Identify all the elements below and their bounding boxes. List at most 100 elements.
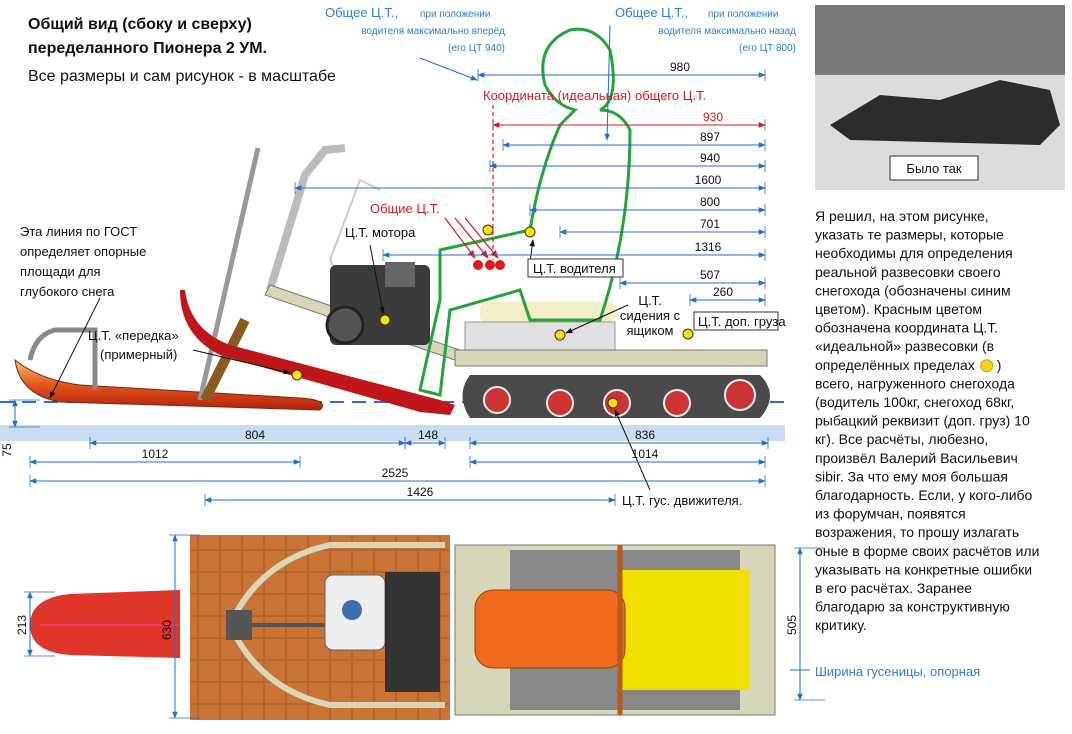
dimension-label: 148 — [418, 428, 438, 442]
description-line: критику. — [815, 617, 867, 633]
total-cg-label: Общие Ц.Т. — [370, 201, 440, 216]
handlebar — [266, 144, 346, 292]
wheel — [483, 386, 511, 414]
cg-total — [495, 260, 505, 270]
cg-cargo — [682, 328, 694, 340]
description-line: Я решил, на этом рисунке, — [815, 208, 989, 224]
leader — [614, 409, 651, 491]
description-line: в его расчётах. Заранее — [815, 580, 972, 596]
engine-cg-label: Ц.Т. мотора — [345, 225, 416, 240]
dimension-label: 1316 — [695, 240, 722, 254]
seat-cg-label: сидения с — [620, 308, 681, 323]
cg-forward-note: при положении — [420, 9, 490, 20]
dimension-label: 75 — [0, 443, 14, 457]
steering-top — [226, 610, 330, 640]
description-line: кг). Все расчёты, любезно, — [815, 431, 988, 447]
leader — [192, 349, 291, 375]
cargo-cg-box — [693, 311, 779, 331]
driver-outline — [418, 27, 632, 397]
leader — [464, 217, 499, 259]
gost-note: определяет опорные — [20, 244, 146, 259]
cg-engine — [379, 314, 391, 326]
pulley — [325, 305, 365, 345]
leader — [529, 239, 535, 263]
dimension-label: 507 — [700, 268, 720, 282]
snow-band — [0, 425, 785, 441]
track-frame — [454, 349, 768, 367]
cg-forward-note: водителя максимально вперёд — [361, 26, 505, 37]
front-cg-label: Ц.Т. «передка» — [88, 328, 179, 343]
seat-cg-label: ящиком — [627, 323, 674, 338]
ski-top — [30, 590, 180, 658]
description-line: всего, нагруженного снегохода — [815, 375, 1015, 391]
cg-forward-label: Общее Ц.Т., — [325, 5, 398, 20]
dimension-label: 2525 — [382, 466, 409, 480]
caption-box — [889, 155, 979, 181]
description-line: указать те размеры, которые — [815, 227, 1004, 243]
description-line: цветом). Красным цветом — [815, 301, 982, 317]
cg-total — [473, 260, 483, 270]
description-line: необходимы для определения — [815, 245, 1013, 261]
steering-rod — [197, 147, 261, 401]
description-line: возражения, то прошу излагать — [815, 524, 1019, 540]
dimension-label: 800 — [700, 195, 720, 209]
fork — [200, 317, 250, 403]
wheel — [546, 389, 574, 417]
dimension-label: 804 — [245, 428, 265, 442]
description-line: благодарю за конструктивную — [815, 599, 1010, 615]
dimension-label: 701 — [700, 217, 720, 231]
description-line: (водитель 100кг, снегоход 68кг, — [815, 394, 1014, 410]
leader — [454, 217, 489, 259]
description-line: указывать на конкретные ошибки — [815, 561, 1032, 577]
description-line: оные в форме своих расчётов или — [815, 543, 1039, 559]
seat-cg-label: Ц.Т. — [638, 293, 661, 308]
dimension-label: 1014 — [632, 447, 659, 461]
description-line: sibir. За что ему моя большая — [815, 468, 1008, 484]
leader — [419, 57, 478, 81]
ski-handle — [27, 327, 98, 390]
box — [464, 321, 616, 351]
gost-note: площади для — [20, 264, 101, 279]
photo-caption: Было так — [906, 161, 961, 176]
cg-driver-fwd — [482, 224, 494, 236]
seat-top — [474, 589, 626, 669]
leader — [49, 297, 101, 399]
cg-seat — [554, 329, 566, 341]
dimension-label: 260 — [713, 285, 733, 299]
description-line: из форумчан, появятся — [815, 506, 966, 522]
dimension-label: 213 — [15, 615, 29, 635]
cg-track — [607, 397, 619, 409]
cg-driver — [524, 226, 536, 238]
description-line: определённых пределах — [815, 357, 975, 373]
description-line: снегохода (обозначены синим — [815, 282, 1011, 298]
photo-snowmobile — [830, 80, 1060, 145]
wheel — [663, 389, 691, 417]
smiley — [980, 359, 994, 373]
front-ski — [14, 358, 323, 411]
dimension-label: 1426 — [407, 485, 434, 499]
dimension-label: 930 — [703, 110, 723, 124]
gost-note: глубокого снега — [20, 284, 115, 299]
main-beam — [180, 290, 455, 415]
dimension-label: 630 — [160, 620, 174, 640]
engine-head — [385, 262, 415, 287]
description-line: благодарность. Если, у кого-либо — [815, 487, 1033, 503]
cargo-top — [620, 570, 750, 690]
dimension-label: 940 — [700, 151, 720, 165]
cg-back-note: (его ЦТ 800) — [739, 43, 796, 54]
dimension-label: 1600 — [695, 173, 722, 187]
driver-cg-box — [527, 258, 624, 278]
leader — [444, 217, 476, 259]
description-line: произвёл Валерий Васильевич — [815, 450, 1018, 466]
dimension-label: 980 — [670, 60, 690, 74]
dimensions: 980 930 897 940 1600 800 701 1316 507 260 804 148 83… — [0, 60, 825, 719]
cg-back-note: водителя максимально назад — [659, 26, 797, 37]
dimension-label: 505 — [785, 615, 799, 635]
description-line: «идеальной» развесовки (в — [815, 338, 994, 354]
leader — [565, 304, 629, 334]
description: Я решил, на этом рисунке, указать те разм… — [815, 208, 1039, 633]
ideal-cg-label: Координата (идеальная) общего Ц.Т. — [483, 88, 706, 103]
front-cg-label: (примерный) — [100, 347, 177, 362]
track-width-note: Ширина гусеницы, опорная — [815, 664, 980, 679]
